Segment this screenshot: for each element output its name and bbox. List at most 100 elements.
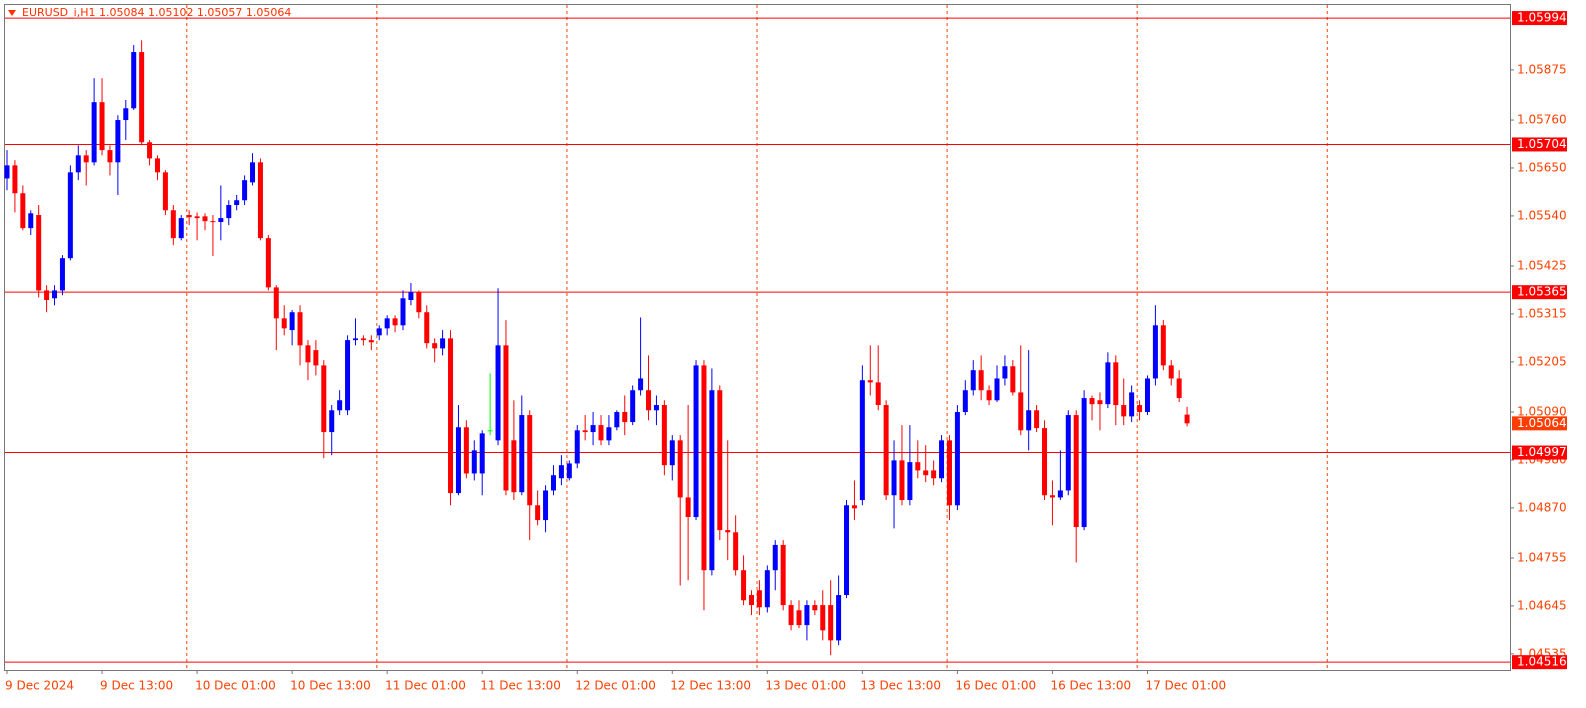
candle-body [424,312,430,344]
x-tick-label: 12 Dec 01:00 [575,679,656,693]
y-tick-label: 1.04755 [1517,551,1567,565]
candle-body [250,162,256,183]
collapse-icon[interactable] [8,10,16,16]
candle-body [923,470,929,476]
candle-body [440,338,446,349]
candle-body [677,440,683,498]
candle-body [954,412,960,506]
candle-body [622,412,628,423]
candle-body [796,610,802,626]
x-tick-label: 11 Dec 01:00 [385,679,466,693]
candle-body [36,215,42,291]
chart-header: EURUSD_i,H1 1.05084 1.05102 1.05057 1.05… [22,6,291,19]
candle-body [352,338,358,341]
candle-body [210,221,216,223]
candle-body [67,172,73,259]
candle-body [281,318,287,329]
candle-body [693,365,699,518]
y-tick-label: 1.05875 [1517,62,1567,76]
candle-body [178,218,184,239]
candle-body [630,390,636,423]
candle-body [4,165,10,179]
y-tick-label: 1.05090 [1517,405,1567,419]
y-tick-label: 1.04870 [1517,500,1567,514]
candle-body [685,497,691,518]
x-tick-label: 10 Dec 01:00 [195,679,276,693]
candle-body [186,215,192,218]
candle-body [582,430,588,433]
candle-body [463,427,469,474]
candle-body [273,287,279,319]
x-tick-label: 16 Dec 01:00 [955,679,1036,693]
candle-body [978,370,984,391]
candle-body [1073,415,1079,528]
y-tick-label: 1.04645 [1517,598,1567,612]
candle-body [661,405,667,466]
candle-body [154,158,160,173]
candle-body [709,390,715,571]
candle-body [495,345,501,441]
candle-body [123,108,129,121]
candle-body [1057,490,1063,498]
candle-body [946,440,952,506]
candle-body [1137,405,1143,413]
level-label-bg [1512,137,1567,152]
candle-body [962,390,968,413]
candle-body [1089,398,1095,405]
candle-body [384,318,390,329]
candle-body [139,52,145,143]
candle-body [891,460,897,496]
x-tick-label: 13 Dec 13:00 [860,679,941,693]
candle-body [479,433,485,474]
x-tick-label: 11 Dec 13:00 [480,679,561,693]
level-label: 1.05365 [1517,285,1567,299]
candle-body [360,338,366,341]
candle-body [764,570,770,608]
candle-body [899,460,905,501]
candle-body [598,425,604,441]
candle-body [1105,362,1111,405]
candle-body [368,340,374,343]
candle-body [83,155,89,163]
candle-body [91,102,97,163]
candle-body [1010,366,1016,393]
candle-body [590,425,596,433]
candle-body [519,415,525,493]
x-tick-label: 9 Dec 13:00 [100,679,173,693]
candle-body [432,343,438,349]
candle-body [1081,398,1087,528]
y-tick-label: 1.05540 [1517,208,1567,222]
candle-body [994,378,1000,401]
candle-body [733,532,739,571]
candle-body [970,370,976,391]
candle-body [1129,392,1135,417]
candle-body [511,440,517,493]
candle-body [804,605,810,626]
y-tick-label: 1.05760 [1517,113,1567,127]
candle-body [345,340,351,411]
x-tick-label: 9 Dec 2024 [5,679,74,693]
plot-frame [4,4,1511,671]
candle-body [234,200,240,206]
x-tick-label: 10 Dec 13:00 [290,679,371,693]
candle-body [646,390,652,411]
y-tick-label: 1.05315 [1517,306,1567,320]
candle-body [550,475,556,491]
price-label: 1.05064 [1517,416,1567,430]
candle-body [748,595,754,606]
candle-body [202,216,208,222]
candle-body [416,292,422,313]
level-label-bg [1512,285,1567,300]
x-tick-label: 13 Dec 01:00 [765,679,846,693]
candle-body [717,390,723,531]
candle-body [329,410,335,433]
candle-body [297,312,303,346]
candle-body [313,350,319,366]
candle-body [543,490,549,521]
candle-body [931,470,937,479]
candle-body [1065,415,1071,491]
candle-body [701,365,707,571]
candle-body [1042,428,1048,496]
